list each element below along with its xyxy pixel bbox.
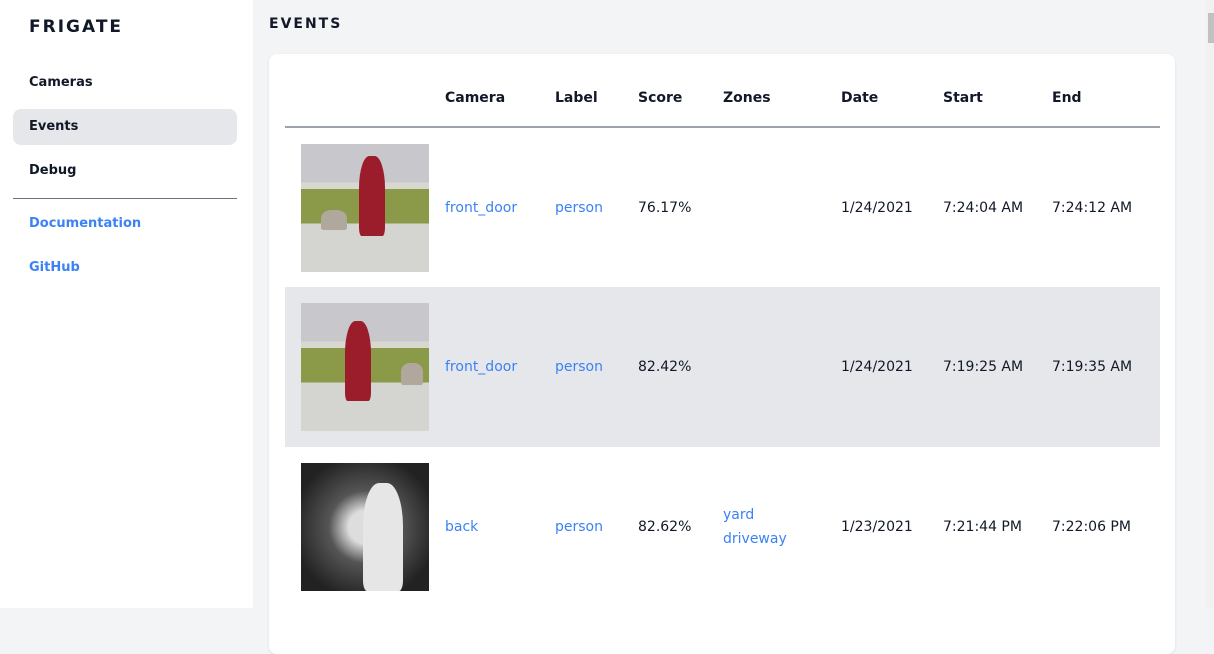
event-thumbnail[interactable] [301,303,429,431]
scrollbar[interactable] [1206,0,1214,608]
header-start: Start [943,70,1052,128]
end-time: 7:19:35 AM [1052,287,1160,447]
sidebar-item-debug[interactable]: Debug [29,163,77,178]
header-end: End [1052,70,1160,128]
date: 1/24/2021 [841,287,943,447]
score: 82.42% [638,287,723,447]
header-thumbnail [285,70,445,128]
camera-link[interactable]: front_door [445,359,518,375]
event-thumbnail[interactable] [301,143,429,272]
scrollbar-thumb[interactable] [1208,13,1214,43]
end-time: 7:22:06 PM [1052,519,1131,535]
date: 1/23/2021 [841,519,913,535]
table-row[interactable]: front_door person 82.42% 1/24/2021 7:19:… [285,287,1160,447]
table-header: Camera Label Score Zones Date Start End [285,70,1160,128]
start-time: 7:21:44 PM [943,519,1022,535]
events-card: Camera Label Score Zones Date Start End … [269,54,1175,654]
score: 76.17% [638,199,692,216]
sidebar-divider [13,198,237,199]
zone[interactable]: driveway [723,531,787,547]
page-title: EVENTS [269,16,343,32]
date: 1/24/2021 [841,199,913,216]
link-documentation[interactable]: Documentation [29,216,142,231]
label-link[interactable]: person [555,199,603,216]
sidebar: FRIGATE Cameras Events Debug Documentati… [0,0,253,608]
label-link[interactable]: person [555,519,603,535]
events-table: Camera Label Score Zones Date Start End … [285,70,1160,607]
header-score: Score [638,70,723,128]
brand-logo: FRIGATE [29,17,124,37]
event-thumbnail[interactable] [301,463,429,591]
camera-link[interactable]: back [445,519,479,535]
label-link[interactable]: person [555,359,603,375]
zone[interactable]: yard [723,507,755,523]
sidebar-item-events[interactable]: Events [13,109,237,145]
header-camera: Camera [445,70,555,128]
camera-link[interactable]: front_door [445,199,518,216]
end-time: 7:24:12 AM [1052,199,1133,216]
header-zones: Zones [723,70,841,128]
table-row[interactable]: back person 82.62% yard driveway 1/23/202… [285,447,1160,607]
table-row[interactable]: front_door person 76.17% 1/24/2021 7:24:… [285,127,1160,287]
start-time: 7:19:25 AM [943,287,1052,447]
link-github[interactable]: GitHub [29,260,80,275]
score: 82.62% [638,519,692,535]
header-date: Date [841,70,943,128]
start-time: 7:24:04 AM [943,199,1024,216]
sidebar-item-cameras[interactable]: Cameras [29,75,93,90]
header-label: Label [555,70,638,128]
